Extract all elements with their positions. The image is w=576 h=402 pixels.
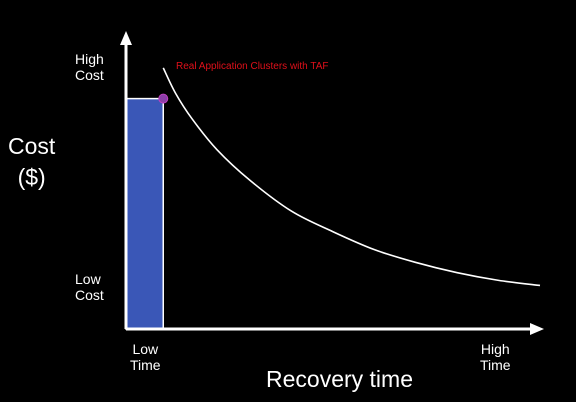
y-axis-label-line2: ($) [17, 164, 46, 191]
y-tick-low-line2: Cost [75, 287, 104, 304]
x-axis-label: Recovery time [266, 366, 413, 392]
y-tick-low-cost: Low Cost [75, 271, 104, 303]
x-tick-high-line1: High [480, 341, 510, 357]
y-tick-low-line1: Low [75, 271, 101, 287]
rac-annotation-label: Real Application Clusters with TAF [176, 61, 329, 72]
x-tick-high-time: High Time [480, 341, 511, 373]
highlight-bar [125, 97, 165, 330]
x-tick-low-time: Low Time [130, 341, 161, 373]
y-axis-label-line1: Cost [8, 133, 56, 159]
x-tick-low-line1: Low [132, 341, 159, 357]
y-axis-label: Cost ($) [8, 131, 55, 193]
x-axis-arrow [530, 323, 544, 335]
rac-marker-point [158, 93, 169, 104]
y-tick-high-cost: High Cost [75, 51, 104, 83]
cost-curve-line-0 [162, 67, 541, 287]
x-tick-high-line2: Time [480, 357, 511, 374]
y-tick-high-line2: Cost [75, 67, 104, 84]
y-tick-high-line1: High [75, 51, 104, 67]
y-axis-arrow [120, 31, 132, 45]
x-tick-low-line2: Time [130, 357, 161, 374]
